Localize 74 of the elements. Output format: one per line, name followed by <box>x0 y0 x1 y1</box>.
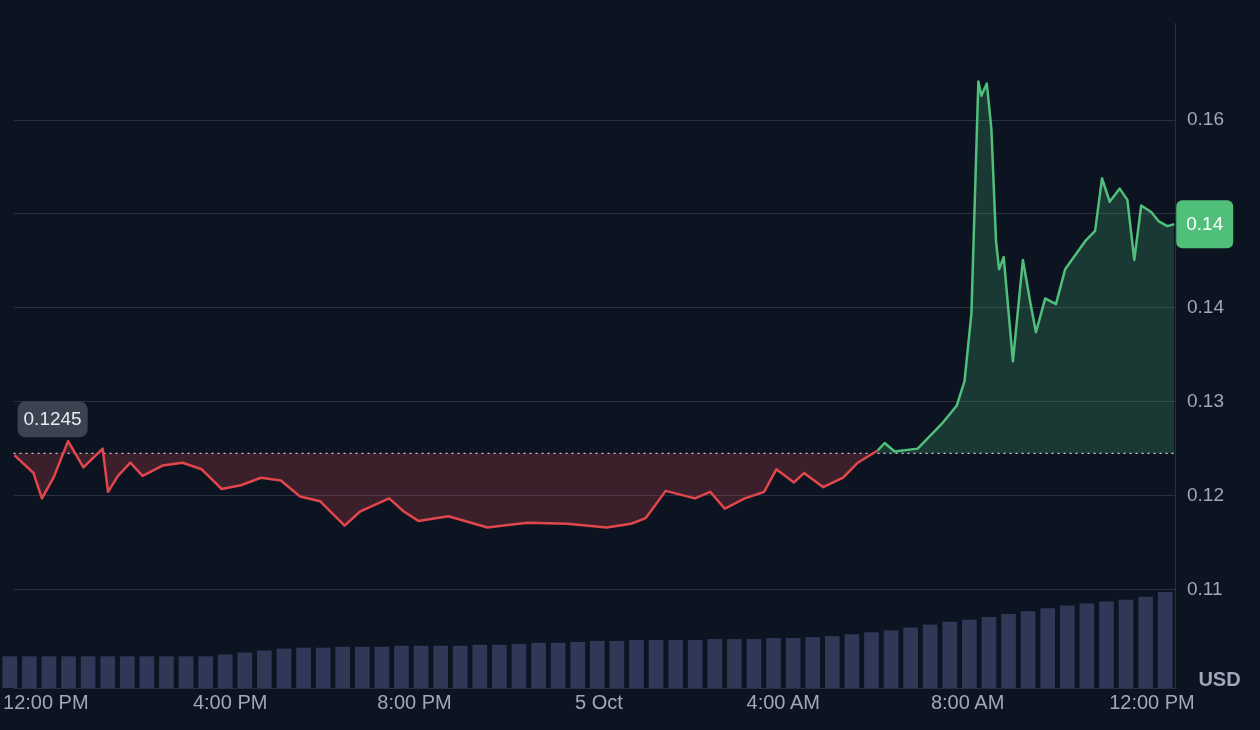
bar <box>707 639 723 688</box>
bar <box>1059 605 1075 688</box>
y-tick-label: 0.12 <box>1187 483 1224 505</box>
bar <box>1040 608 1056 688</box>
bar <box>648 640 664 688</box>
bar <box>629 640 644 688</box>
bar <box>433 645 448 688</box>
x-tick-label: 8:00 PM <box>377 690 452 713</box>
bar <box>1138 596 1153 688</box>
bar <box>570 641 586 688</box>
bar <box>1157 592 1173 688</box>
y-tick-label: 0.13 <box>1187 389 1224 411</box>
y-axis-title: USD <box>1198 667 1241 690</box>
bar <box>119 656 135 688</box>
bar <box>727 639 742 688</box>
bar <box>687 640 703 688</box>
x-tick-label: 4:00 AM <box>746 690 820 713</box>
bar <box>139 656 155 688</box>
bar <box>374 646 390 688</box>
bar <box>394 645 409 688</box>
bar <box>942 621 958 688</box>
bar <box>1118 599 1134 688</box>
bar <box>178 656 194 688</box>
bar <box>903 627 918 688</box>
bar <box>746 639 762 688</box>
bar <box>766 638 781 688</box>
y-tick-label: 0.14 <box>1187 296 1225 318</box>
bar <box>511 643 527 688</box>
bar <box>80 656 96 688</box>
bar <box>41 656 57 688</box>
bar <box>1079 603 1095 688</box>
bar <box>981 616 997 688</box>
bar <box>785 638 801 688</box>
bar <box>962 619 977 688</box>
x-tick-label: 5 Oct <box>574 690 624 713</box>
bar <box>609 640 625 688</box>
bar <box>296 647 311 688</box>
bar <box>276 648 292 688</box>
x-tick-label: 12:00 PM <box>3 690 89 713</box>
bar <box>531 642 546 688</box>
bar <box>100 656 116 688</box>
bar <box>668 640 683 688</box>
bar <box>824 636 840 688</box>
bar <box>805 637 821 688</box>
y-tick-label: 0.11 <box>1187 577 1223 599</box>
bar <box>413 645 429 688</box>
x-tick-label: 4:00 PM <box>192 690 268 713</box>
y-tick-label: 0.16 <box>1187 108 1224 130</box>
bar <box>1020 611 1036 688</box>
bar <box>1001 614 1016 688</box>
bar <box>217 654 233 688</box>
bar <box>550 642 566 688</box>
x-tick-label: 12:00 PM <box>1109 690 1195 713</box>
bar <box>198 656 213 688</box>
bar <box>354 646 370 688</box>
x-tick-label: 8:00 AM <box>930 690 1005 713</box>
bar <box>61 656 76 688</box>
bar <box>2 656 18 688</box>
bar <box>1099 601 1114 688</box>
bar <box>492 644 507 688</box>
bar <box>257 650 272 688</box>
bar <box>922 624 938 688</box>
bar <box>452 645 468 688</box>
bar <box>864 632 879 688</box>
bar <box>844 634 860 688</box>
bar <box>335 646 351 688</box>
bar <box>315 647 331 688</box>
bar <box>237 652 253 688</box>
bar <box>159 656 174 688</box>
bar <box>883 630 899 688</box>
ref-line-label: 0.1245 <box>23 407 82 429</box>
bar <box>22 656 37 688</box>
bar <box>589 640 605 688</box>
bar <box>472 644 488 688</box>
